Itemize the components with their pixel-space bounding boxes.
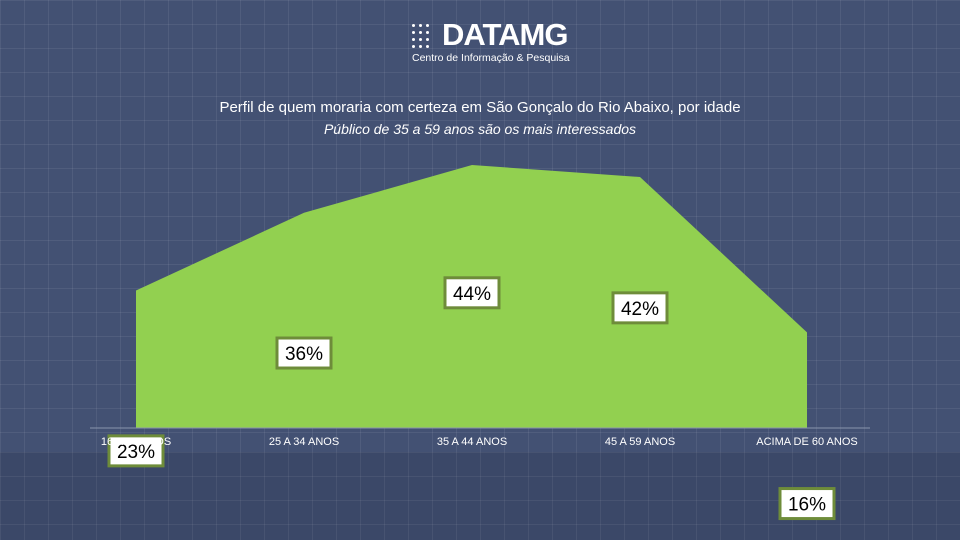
logo-wordmark: DATAMG [442, 17, 568, 52]
x-tick-label: 45 A 59 ANOS [605, 436, 675, 448]
logo-dots-icon [412, 24, 436, 48]
data-label-box [275, 336, 333, 370]
data-label-box [443, 276, 501, 310]
data-label: 23% [107, 434, 165, 468]
datamg-logo: DATAMG Centro de Informação & Pesquisa [412, 18, 592, 66]
chart-subtitle: Público de 35 a 59 anos são os mais inte… [323, 121, 637, 137]
data-label-text: 36% [285, 344, 323, 365]
x-tick-label: 16 A 24 ANOS [101, 436, 171, 448]
data-label: 16% [778, 487, 836, 521]
data-label: 44% [443, 276, 501, 310]
data-label-box [107, 434, 165, 468]
x-tick-label: 25 A 34 ANOS [269, 436, 339, 448]
data-label: 36% [275, 336, 333, 370]
data-label-text: 42% [621, 299, 659, 320]
x-tick-label: 35 A 44 ANOS [437, 436, 507, 448]
data-label-box [611, 291, 669, 325]
data-label-text: 16% [788, 495, 826, 516]
data-label: 42% [611, 291, 669, 325]
x-tick-label: ACIMA DE 60 ANOS [756, 436, 857, 448]
data-label-box [778, 487, 836, 521]
data-label-text: 23% [117, 442, 155, 463]
logo-tagline: Centro de Informação & Pesquisa [412, 52, 570, 64]
chart-title: Perfil de quem moraria com certeza em Sã… [219, 99, 741, 116]
data-label-text: 44% [453, 284, 491, 305]
